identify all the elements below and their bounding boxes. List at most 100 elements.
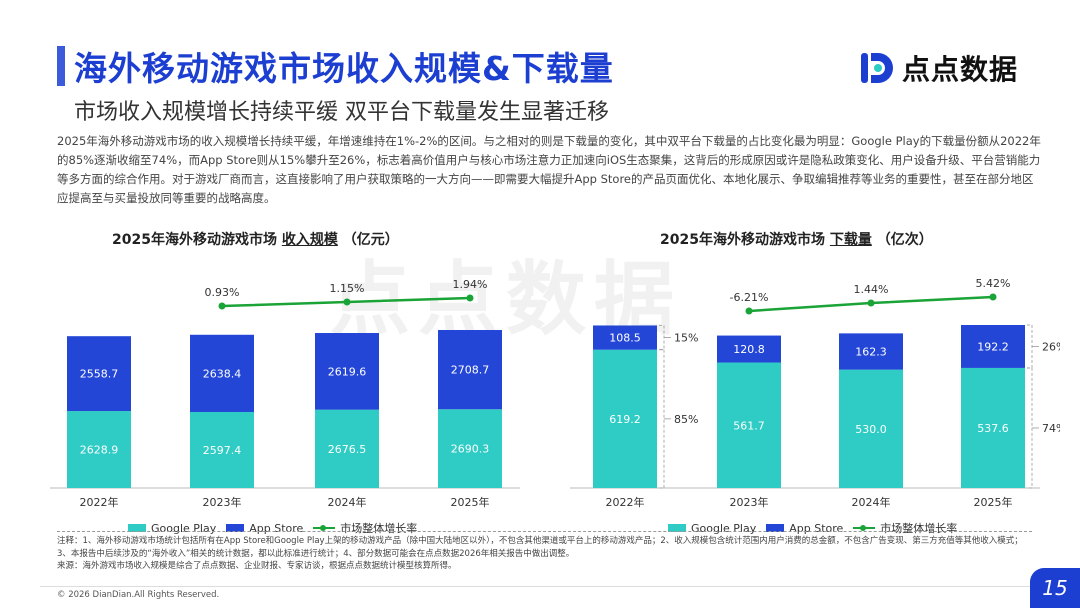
google-play-value-label: 2597.4 bbox=[203, 444, 242, 457]
legend-google-play-label: Google Play bbox=[151, 521, 217, 535]
app-store-bar bbox=[190, 334, 254, 412]
app-store-bar bbox=[961, 325, 1025, 368]
legend-app-store-label: App Store bbox=[249, 521, 304, 535]
copyright-text: © 2026 DianDian.All Rights Reserved. bbox=[57, 590, 220, 600]
google-play-swatch bbox=[128, 524, 146, 532]
app-store-value-label: 162.3 bbox=[855, 346, 887, 359]
x-tick-label: 2025年 bbox=[974, 495, 1013, 509]
google-play-value-label: 2676.5 bbox=[328, 443, 367, 456]
google-play-value-label: 561.7 bbox=[733, 419, 765, 432]
notes-line-1: 注释：1、海外移动游戏市场统计包括所有在App Store和Google Pla… bbox=[57, 536, 1023, 559]
x-tick-label: 2024年 bbox=[328, 495, 367, 509]
share-bracket bbox=[659, 325, 665, 351]
growth-rate-label: -6.21% bbox=[730, 291, 769, 304]
logo-text: 点点数据 bbox=[902, 53, 1019, 86]
growth-point bbox=[989, 293, 997, 301]
share-bracket bbox=[1027, 367, 1033, 489]
legend-app-store: App Store bbox=[226, 522, 303, 535]
app-store-value-label: 2708.7 bbox=[451, 364, 490, 377]
revenue-chart: 2628.9 2558.7 2022年 2597.4 2638.4 2023年 0.93% 2… bbox=[50, 278, 520, 509]
app-store-value-label: 2619.6 bbox=[328, 365, 367, 378]
x-tick-label: 2022年 bbox=[606, 495, 645, 509]
title-accent-bar bbox=[57, 46, 65, 86]
growth-point bbox=[867, 299, 875, 307]
x-tick-label: 2025年 bbox=[451, 495, 490, 509]
revenue-chart-title-unit: （亿元） bbox=[342, 232, 399, 248]
google-play-value-label: 537.6 bbox=[977, 422, 1009, 435]
app-store-share-label: 26% bbox=[1042, 340, 1060, 353]
page-subtitle: 市场收入规模增长持续平缓 双平台下载量发生显著迁移 bbox=[74, 100, 609, 125]
app-store-bar bbox=[315, 333, 379, 410]
legend-google-play-label: Google Play bbox=[691, 521, 757, 535]
app-store-bar bbox=[67, 336, 131, 412]
app-store-value-label: 120.8 bbox=[733, 343, 765, 356]
google-play-bar bbox=[839, 369, 903, 488]
app-store-value-label: 2558.7 bbox=[80, 368, 119, 381]
app-store-bar bbox=[438, 330, 502, 410]
downloads-legend: Google Play App Store 市场整体增长率 bbox=[668, 520, 967, 536]
downloads-chart: 619.2 108.5 2022年 561.7 120.8 2023年 -6.21% 530.… bbox=[570, 277, 1060, 509]
google-play-bar bbox=[593, 349, 657, 488]
revenue-chart-title-prefix: 2025年海外移动游戏市场 bbox=[112, 232, 277, 248]
growth-line-swatch bbox=[313, 524, 336, 532]
app-store-bar bbox=[593, 325, 657, 350]
google-play-bar bbox=[190, 411, 254, 488]
revenue-chart-title-main: 收入规模 bbox=[281, 232, 338, 248]
growth-rate-label: 1.94% bbox=[453, 278, 488, 291]
legend-growth: 市场整体增长率 bbox=[313, 520, 417, 536]
growth-rate-label: 0.93% bbox=[205, 286, 240, 299]
app-store-value-label: 192.2 bbox=[977, 340, 1009, 353]
legend-growth-label: 市场整体增长率 bbox=[340, 522, 418, 535]
notes-line-2: 来源：海外游戏市场收入规模是综合了点点数据、企业财报、专家访谈，根据点点数据统计… bbox=[57, 561, 457, 571]
growth-rate-label: 1.15% bbox=[330, 282, 365, 295]
legend-growth: 市场整体增长率 bbox=[853, 520, 957, 536]
description-paragraph: 2025年海外移动游戏市场的收入规模增长持续平缓，年增速维持在1%-2%的区间。… bbox=[57, 134, 1041, 205]
share-bracket bbox=[659, 349, 665, 489]
legend-app-store: App Store bbox=[766, 522, 843, 535]
google-play-share-label: 85% bbox=[674, 413, 698, 426]
google-play-share-label: 74% bbox=[1042, 422, 1060, 435]
notes-divider bbox=[57, 531, 1032, 532]
x-tick-label: 2022年 bbox=[80, 495, 119, 509]
app-store-swatch bbox=[766, 524, 785, 532]
x-tick-label: 2024年 bbox=[852, 495, 891, 509]
x-tick-label: 2023年 bbox=[203, 495, 242, 509]
brand-logo: 点点数据 bbox=[858, 48, 1018, 88]
app-store-value-label: 108.5 bbox=[609, 332, 641, 345]
google-play-value-label: 619.2 bbox=[609, 413, 641, 426]
revenue-legend: Google Play App Store 市场整体增长率 bbox=[128, 520, 427, 536]
google-play-bar bbox=[961, 367, 1025, 488]
legend-google-play: Google Play bbox=[128, 522, 216, 535]
revenue-chart-title: 2025年海外移动游戏市场 收入规模 （亿元） bbox=[112, 229, 399, 249]
google-play-bar bbox=[67, 411, 131, 488]
page-number: 15 bbox=[1030, 568, 1080, 608]
app-store-swatch bbox=[226, 524, 245, 532]
downloads-chart-title-prefix: 2025年海外移动游戏市场 bbox=[660, 232, 825, 248]
google-play-value-label: 2690.3 bbox=[451, 443, 490, 456]
legend-growth-label: 市场整体增长率 bbox=[880, 522, 958, 535]
google-play-value-label: 530.0 bbox=[855, 423, 887, 436]
downloads-chart-title: 2025年海外移动游戏市场 下载量 （亿次） bbox=[660, 229, 933, 249]
google-play-value-label: 2628.9 bbox=[80, 444, 119, 457]
app-store-bar bbox=[717, 335, 781, 363]
google-play-swatch bbox=[668, 524, 686, 532]
page-title: 海外移动游戏市场收入规模&下载量 bbox=[74, 49, 614, 88]
growth-point bbox=[343, 298, 351, 306]
google-play-bar bbox=[315, 409, 379, 488]
growth-line-swatch bbox=[853, 524, 876, 532]
growth-rate-label: 1.44% bbox=[854, 283, 889, 296]
legend-app-store-label: App Store bbox=[789, 521, 844, 535]
google-play-bar bbox=[438, 409, 502, 488]
diandian-logo-icon bbox=[861, 53, 893, 83]
x-tick-label: 2023年 bbox=[730, 495, 769, 509]
app-store-value-label: 2638.4 bbox=[203, 367, 242, 380]
downloads-chart-title-main: 下载量 bbox=[829, 232, 872, 248]
google-play-bar bbox=[717, 362, 781, 488]
notes-block: 注释：1、海外移动游戏市场统计包括所有在App Store和Google Pla… bbox=[57, 535, 1032, 573]
app-store-bar bbox=[839, 333, 903, 370]
legend-google-play: Google Play bbox=[668, 522, 756, 535]
growth-point bbox=[466, 294, 474, 302]
footer-divider bbox=[40, 586, 1040, 587]
app-store-share-label: 15% bbox=[674, 332, 698, 345]
downloads-chart-title-unit: （亿次） bbox=[876, 232, 933, 248]
